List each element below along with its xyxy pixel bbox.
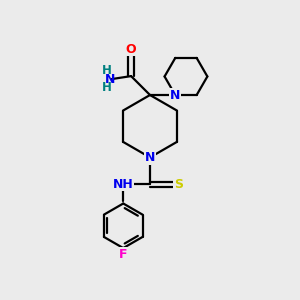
Text: H: H — [102, 81, 112, 94]
Text: O: O — [126, 43, 136, 56]
Text: F: F — [119, 248, 128, 261]
Text: H: H — [102, 64, 112, 77]
Text: N: N — [145, 151, 155, 164]
Text: NH: NH — [113, 178, 134, 191]
Text: N: N — [170, 88, 181, 101]
Text: N: N — [105, 73, 116, 85]
Text: S: S — [174, 178, 183, 191]
